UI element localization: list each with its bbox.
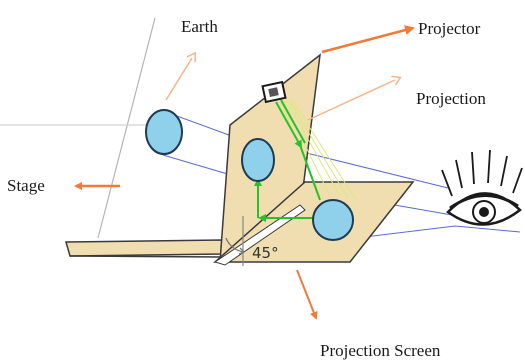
screen-image-sphere-icon — [312, 199, 354, 241]
screen-pointer-arrow — [296, 269, 318, 320]
earth-pointer-arrow — [165, 58, 192, 101]
projection-screen-label: Projection Screen — [320, 341, 441, 360]
hologram-sphere-icon — [241, 138, 275, 182]
projector-pointer-arrow — [321, 25, 415, 54]
sight-beam-lower — [339, 225, 521, 241]
projection-pointer-arrow — [307, 80, 395, 121]
stage-label: Stage — [7, 176, 45, 195]
angle-label: 45° — [252, 244, 279, 262]
reflection-path — [254, 99, 321, 222]
earth-sphere-icon — [145, 109, 183, 155]
earth-label: Earth — [181, 17, 218, 36]
angle-arc — [225, 237, 245, 253]
projector-label: Projector — [418, 19, 481, 38]
stage-backdrop-line — [97, 17, 156, 239]
viewer-eye-icon — [441, 149, 523, 226]
stage-floor-board — [65, 239, 223, 257]
projection-label: Projection — [416, 89, 486, 108]
